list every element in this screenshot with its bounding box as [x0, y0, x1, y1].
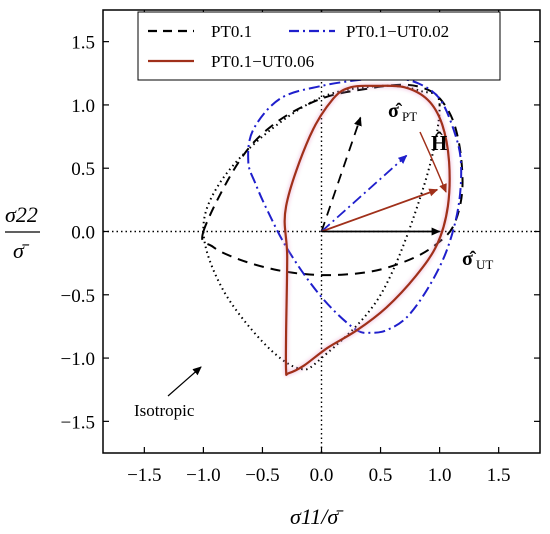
isotropic-pointer: [167, 366, 202, 397]
series-pt0-1: [201, 83, 464, 277]
y-tick-label: −0.5: [61, 286, 95, 307]
sigma-pt-subscript: PT: [402, 109, 417, 124]
legend: PT0.1 PT0.1−UT0.02 PT0.1−UT0.06: [137, 11, 501, 81]
x-axis-title: σ11/σ̄: [290, 504, 344, 529]
vector-sigma-hat-PT: [320, 116, 362, 232]
vector-layer: [320, 116, 441, 236]
legend-label-pt01: PT0.1: [211, 22, 252, 41]
x-tick-label: −1.0: [186, 465, 220, 486]
y-tick-label: 1.0: [71, 96, 95, 117]
vector-mid: [320, 154, 408, 233]
y-tick-label: −1.5: [61, 412, 95, 433]
h-rotation-arrow: [419, 131, 447, 193]
sigma-ut-label: σ̂: [462, 248, 477, 270]
legend-box: [137, 11, 501, 81]
x-tick-label: 0.5: [369, 465, 393, 486]
y-axis-title-denominator: σ̄: [13, 238, 30, 263]
y-tick-label: 0.0: [71, 223, 95, 244]
axis-ticks: −1.5 −1.0 −0.5 0.0 0.5 1.0 1.5 −1.5 −1.0 −0.5 0.0 0…: [61, 10, 540, 486]
x-tick-label: −1.5: [127, 465, 161, 486]
y-tick-label: 0.5: [71, 159, 95, 180]
x-tick-label: 1.0: [428, 465, 452, 486]
isotropic-label: Isotropic: [134, 401, 195, 420]
x-tick-label: 1.5: [487, 465, 511, 486]
y-tick-label: 1.5: [71, 33, 95, 54]
y-axis-title-numerator: σ22: [5, 202, 38, 227]
series-pt0-1-ut0-02: [247, 77, 463, 334]
x-tick-label: −0.5: [245, 465, 279, 486]
y-tick-label: −1.0: [61, 349, 95, 370]
vector-H-vector: [321, 188, 439, 233]
legend-label-pt01-ut006: PT0.1−UT0.06: [211, 52, 314, 71]
sigma-ut-subscript: UT: [476, 257, 493, 272]
sigma-pt-label: σ̂: [388, 100, 403, 122]
h-label: Ĥ: [431, 131, 447, 155]
x-tick-label: 0.0: [310, 465, 334, 486]
legend-label-pt01-ut002: PT0.1−UT0.02: [346, 22, 449, 41]
series-layer: [201, 77, 464, 376]
series-pt0-1-ut0-06: [283, 84, 451, 376]
